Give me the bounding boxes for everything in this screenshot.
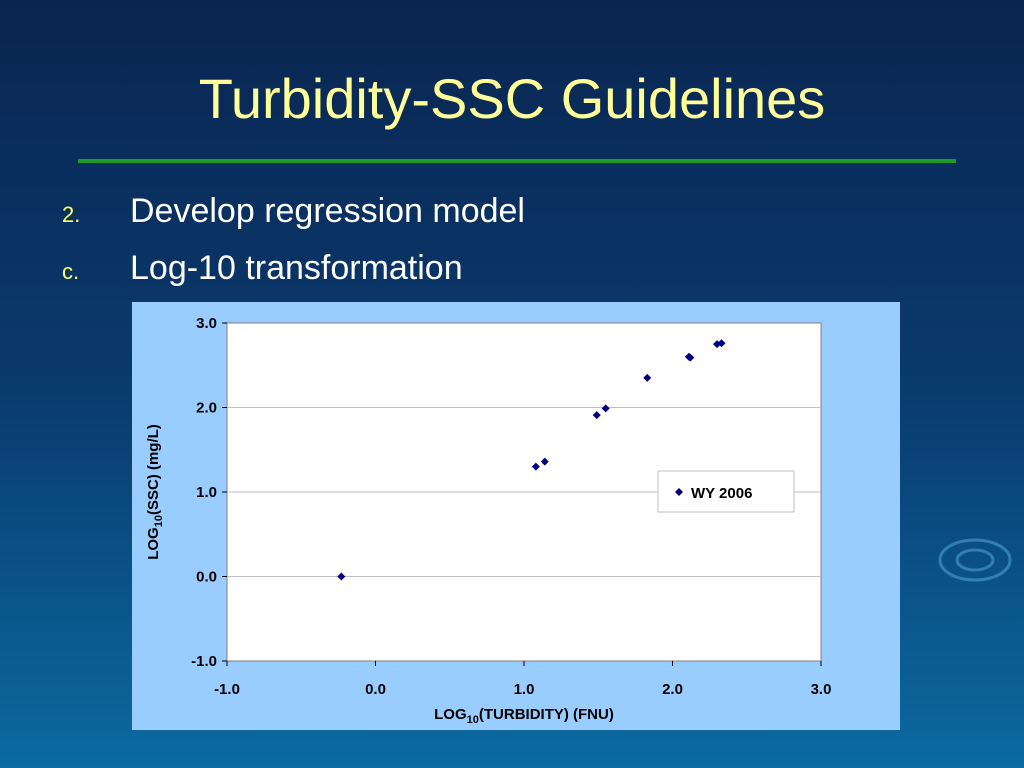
point [717,339,726,348]
bullet-text: Develop regression model [130,192,525,230]
y-axis-label-part: (SSC) (mg/L) [145,424,162,515]
bullet-marker: c. [62,259,79,284]
point [540,457,549,466]
x-axis-label-sub: 10 [467,714,479,726]
point [601,404,610,413]
point [592,411,601,420]
y-axis-label-sub: 10 [153,515,165,527]
y-tick-label: 0.0 [196,569,217,586]
x-axis-label: LOG10(TURBIDITY) (FNU) [434,706,614,726]
point [531,462,540,471]
point [337,572,346,581]
x-tick-label: 2.0 [662,681,683,698]
x-axis-label-part: (TURBIDITY) (FNU) [479,706,614,723]
x-tick-label: 0.0 [365,681,386,698]
ripples [938,538,1012,582]
legend-marker [675,488,683,496]
y-tick-label: 1.0 [196,484,217,501]
x-tick-label: 1.0 [514,681,535,698]
y-tick-label: -1.0 [191,653,217,670]
slide-title: Turbidity-SSC Guidelines [199,67,826,130]
bullet-marker: 2. [62,202,80,227]
point [643,373,652,382]
x-axis-label-part: LOG [434,706,467,723]
bullet-text: Log-10 transformation [130,249,463,287]
y-axis-label-part: LOG [145,527,162,560]
chart: -1.0 0.0 1.0 2.0 3.0 -1.0 0.0 1.0 2.0 3.0 WY 2006 [191,315,831,698]
y-axis-label: LOG10(SSC) (mg/L) [145,424,165,560]
y-tick-label: 2.0 [196,400,217,417]
y-tick-label: 3.0 [196,315,217,332]
x-tick-label: 3.0 [811,681,832,698]
legend-label: WY 2006 [691,485,752,502]
x-tick-label: -1.0 [214,681,240,698]
point [686,353,695,362]
